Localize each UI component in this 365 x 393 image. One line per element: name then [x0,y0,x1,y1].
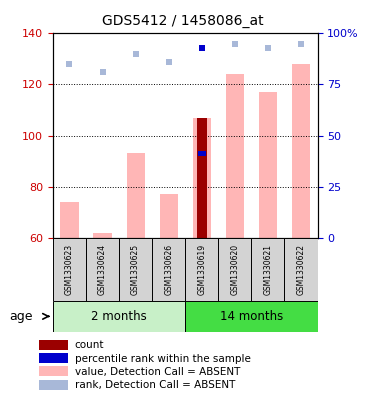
Bar [119,238,152,301]
Text: GSM1330621: GSM1330621 [264,244,272,295]
Text: age: age [9,310,32,323]
Text: value, Detection Call = ABSENT: value, Detection Call = ABSENT [74,367,240,376]
Text: GSM1330626: GSM1330626 [164,244,173,295]
Bar [39,380,68,390]
Text: 14 months: 14 months [220,310,283,323]
Bar [127,153,145,238]
Bar [198,151,206,156]
Text: rank, Detection Call = ABSENT: rank, Detection Call = ABSENT [74,380,235,390]
Bar [185,238,218,301]
Bar [60,202,78,238]
Bar [93,233,112,238]
Bar [251,238,284,301]
Bar [39,340,68,350]
Bar [284,238,318,301]
Text: percentile rank within the sample: percentile rank within the sample [74,354,250,364]
Bar [39,366,68,376]
Bar [185,301,318,332]
Bar [160,194,178,238]
Bar [259,92,277,238]
Bar [226,74,244,238]
Bar [292,64,310,238]
Text: GSM1330625: GSM1330625 [131,244,140,295]
Text: GDS5412 / 1458086_at: GDS5412 / 1458086_at [102,14,263,28]
Text: GSM1330619: GSM1330619 [197,244,206,295]
Bar [197,118,207,238]
Bar [152,238,185,301]
Bar [218,238,251,301]
Text: GSM1330622: GSM1330622 [296,244,306,295]
Text: GSM1330620: GSM1330620 [230,244,239,295]
Text: GSM1330624: GSM1330624 [98,244,107,295]
Text: count: count [74,340,104,351]
Bar [193,118,211,238]
Text: 2 months: 2 months [91,310,147,323]
Bar [53,301,185,332]
Text: GSM1330623: GSM1330623 [65,244,74,295]
Bar [53,238,86,301]
Bar [39,353,68,363]
Bar [86,238,119,301]
